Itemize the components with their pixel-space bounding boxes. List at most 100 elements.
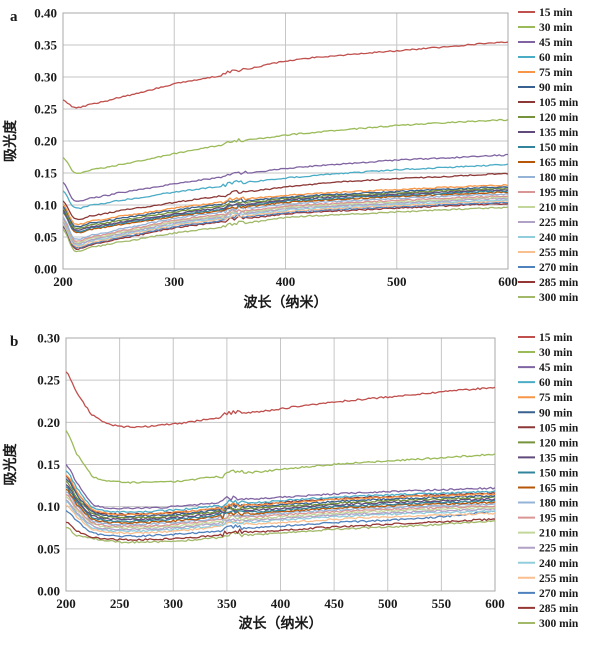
series-line-300min — [66, 520, 495, 544]
y-axis-title: 吸光度 — [2, 443, 19, 486]
legend-label: 60 min — [539, 377, 573, 389]
legend-label: 75 min — [539, 67, 573, 79]
svg-text:0.15: 0.15 — [37, 457, 60, 472]
legend-label: 15 min — [539, 332, 573, 344]
svg-text:500: 500 — [378, 596, 398, 611]
series-line-150min — [63, 189, 508, 233]
series-line-255min — [63, 200, 508, 248]
legend-label: 75 min — [539, 392, 573, 404]
svg-text:0.20: 0.20 — [34, 134, 57, 149]
svg-text:0.00: 0.00 — [34, 262, 57, 277]
series-line-165min — [66, 488, 495, 525]
series-line-150min — [66, 486, 495, 523]
svg-text:0.25: 0.25 — [34, 102, 57, 117]
x-axis-title: 波长（纳米） — [244, 294, 328, 311]
series-line-270min — [66, 510, 495, 538]
svg-text:0.20: 0.20 — [37, 415, 60, 430]
svg-text:0.10: 0.10 — [37, 499, 60, 514]
panel-label: b — [10, 334, 18, 350]
y-axis-tick-labels: 0.00 0.05 0.10 0.15 0.20 0.25 0.30 — [37, 331, 60, 599]
legend-label: 150 min — [539, 467, 579, 479]
x-axis-title: 波长（纳米） — [239, 615, 323, 632]
panel-a: 0.00 0.05 0.10 0.15 0.20 0.25 0.30 0.35 0.40 200 3… — [0, 0, 600, 325]
legend-label: 240 min — [539, 232, 579, 244]
legend-label: 120 min — [539, 437, 579, 449]
svg-text:0.15: 0.15 — [34, 166, 57, 181]
series-line-195min — [63, 195, 508, 242]
legend-label: 210 min — [539, 202, 579, 214]
svg-text:0.30: 0.30 — [34, 70, 57, 85]
svg-text:400: 400 — [271, 596, 291, 611]
chart-b-canvas: 0.00 0.05 0.10 0.15 0.20 0.25 0.30 200 250 300 350… — [2, 331, 579, 633]
x-axis-tick-labels: 200 300 400 500 600 — [53, 274, 518, 289]
legend-label: 180 min — [539, 498, 579, 510]
legend-label: 225 min — [539, 543, 579, 555]
series-line-210min — [63, 196, 508, 244]
legend-label: 150 min — [539, 142, 579, 154]
series-line-75min — [63, 184, 508, 226]
svg-text:600: 600 — [498, 274, 518, 289]
svg-text:200: 200 — [56, 596, 76, 611]
series-line-120min — [66, 480, 495, 519]
series-line-300min — [63, 206, 508, 253]
series-line-225min — [66, 499, 495, 531]
legend-label: 300 min — [539, 618, 579, 630]
series-line-285min — [66, 518, 495, 542]
chart-a-canvas: 0.00 0.05 0.10 0.15 0.20 0.25 0.30 0.35 0.40 200 3… — [2, 6, 579, 312]
legend-label: 180 min — [539, 172, 579, 184]
series-line-120min — [63, 187, 508, 230]
plot-border — [62, 12, 509, 270]
series-line-15min — [63, 41, 508, 109]
legend-label: 105 min — [539, 422, 579, 434]
series-line-210min — [66, 495, 495, 530]
svg-text:0.05: 0.05 — [37, 541, 60, 556]
legend-label: 90 min — [539, 82, 573, 94]
legend-label: 30 min — [539, 22, 573, 34]
legend-label: 105 min — [539, 97, 579, 109]
legend-label: 165 min — [539, 483, 579, 495]
series-line-45min — [63, 153, 508, 202]
series-line-45min — [66, 463, 495, 510]
legend-label: 135 min — [539, 452, 579, 464]
svg-text:400: 400 — [276, 274, 296, 289]
panel-b: 0.00 0.05 0.10 0.15 0.20 0.25 0.30 200 250 300 350… — [0, 325, 600, 650]
series-line-90min — [63, 186, 508, 228]
series-lines — [66, 371, 495, 544]
legend-label: 45 min — [539, 362, 573, 374]
svg-text:300: 300 — [165, 274, 185, 289]
legend-label: 120 min — [539, 112, 579, 124]
legend-label: 255 min — [539, 573, 579, 585]
legend-label: 285 min — [539, 277, 579, 289]
y-axis-tick-labels: 0.00 0.05 0.10 0.15 0.20 0.25 0.30 0.35 0.40 — [34, 6, 57, 277]
legend-label: 270 min — [539, 262, 579, 274]
gridlines — [65, 337, 496, 592]
legend-label: 30 min — [539, 347, 573, 359]
series-line-255min — [66, 504, 495, 535]
svg-text:0.00: 0.00 — [37, 584, 60, 599]
series-line-75min — [66, 474, 495, 516]
legend-label: 90 min — [539, 407, 573, 419]
svg-text:300: 300 — [164, 596, 184, 611]
series-line-15min — [66, 371, 495, 429]
x-axis-tick-labels: 200 250 300 350 400 450 500 550 600 — [56, 596, 505, 611]
legend-label: 60 min — [539, 52, 573, 64]
legend-label: 135 min — [539, 127, 579, 139]
svg-text:0.25: 0.25 — [37, 373, 60, 388]
svg-text:0.30: 0.30 — [37, 331, 60, 346]
svg-text:550: 550 — [432, 596, 452, 611]
legend-label: 255 min — [539, 247, 579, 259]
legend-label: 300 min — [539, 292, 579, 304]
series-line-180min — [63, 193, 508, 240]
series-line-60min — [66, 470, 495, 514]
series-line-225min — [63, 197, 508, 245]
svg-text:350: 350 — [217, 596, 237, 611]
legend: 15 min 30 min 45 min 60 min 75 min 90 min 105 … — [518, 332, 579, 630]
legend-label: 45 min — [539, 37, 573, 49]
svg-text:0.35: 0.35 — [34, 38, 57, 53]
legend-label: 240 min — [539, 558, 579, 570]
svg-text:250: 250 — [110, 596, 130, 611]
svg-text:0.40: 0.40 — [34, 6, 57, 21]
series-line-105min — [63, 172, 508, 221]
svg-text:0.10: 0.10 — [34, 198, 57, 213]
series-line-30min — [63, 118, 508, 174]
